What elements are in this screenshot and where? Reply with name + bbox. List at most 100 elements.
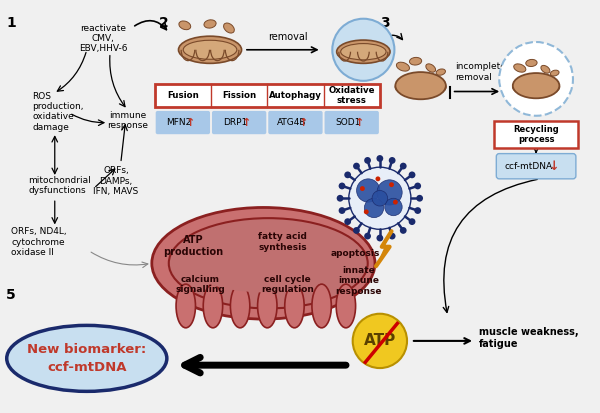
Ellipse shape: [230, 284, 250, 328]
Ellipse shape: [526, 59, 537, 66]
Text: cell cycle
regulation: cell cycle regulation: [261, 275, 314, 294]
Text: ROS
production,
oxidative
damage: ROS production, oxidative damage: [32, 92, 84, 132]
Text: Oxidative
stress: Oxidative stress: [328, 85, 375, 105]
Ellipse shape: [312, 284, 331, 328]
Text: ATP
production: ATP production: [163, 235, 224, 256]
FancyBboxPatch shape: [496, 154, 576, 179]
Ellipse shape: [203, 284, 223, 328]
Circle shape: [409, 218, 415, 225]
FancyBboxPatch shape: [325, 111, 379, 134]
Text: muscle weakness,
fatigue: muscle weakness, fatigue: [479, 327, 578, 349]
Text: immune
response: immune response: [107, 111, 148, 131]
Ellipse shape: [336, 284, 356, 328]
Circle shape: [414, 183, 421, 189]
Ellipse shape: [7, 325, 167, 392]
Ellipse shape: [285, 284, 304, 328]
Circle shape: [400, 227, 407, 234]
Circle shape: [353, 227, 360, 234]
Circle shape: [389, 182, 394, 187]
Circle shape: [344, 171, 351, 178]
Ellipse shape: [395, 72, 446, 99]
Text: ATG4B: ATG4B: [277, 118, 306, 127]
Circle shape: [332, 19, 394, 81]
Text: ↑: ↑: [299, 118, 308, 128]
Ellipse shape: [436, 69, 445, 75]
Circle shape: [353, 163, 360, 169]
Ellipse shape: [409, 57, 422, 65]
Circle shape: [372, 190, 388, 206]
Text: DRP1: DRP1: [223, 118, 247, 127]
Text: MFN2: MFN2: [166, 118, 191, 127]
Text: Fission: Fission: [222, 91, 256, 100]
Text: 5: 5: [6, 287, 16, 301]
Circle shape: [376, 235, 383, 242]
Ellipse shape: [224, 23, 235, 33]
Text: New biomarker:: New biomarker:: [27, 343, 146, 356]
Ellipse shape: [176, 284, 196, 328]
Text: 3: 3: [380, 16, 389, 30]
Ellipse shape: [514, 64, 526, 72]
Text: ORFs, ND4L,
cytochrome
oxidase II: ORFs, ND4L, cytochrome oxidase II: [11, 228, 67, 257]
Ellipse shape: [179, 21, 191, 30]
Circle shape: [356, 179, 380, 202]
Text: ↑: ↑: [242, 118, 251, 128]
Ellipse shape: [257, 284, 277, 328]
Circle shape: [385, 198, 402, 216]
Text: reactivate
CMV,
EBV,HHV-6: reactivate CMV, EBV,HHV-6: [79, 24, 128, 53]
Circle shape: [360, 186, 365, 191]
Circle shape: [376, 176, 380, 181]
Circle shape: [393, 200, 398, 204]
Text: apoptosis: apoptosis: [331, 249, 380, 258]
Circle shape: [400, 163, 407, 169]
Circle shape: [338, 183, 346, 189]
Ellipse shape: [395, 78, 446, 97]
Text: fatty acid
synthesis: fatty acid synthesis: [259, 232, 307, 252]
Ellipse shape: [426, 64, 436, 72]
Text: 1: 1: [6, 16, 16, 30]
Text: Autophagy: Autophagy: [269, 91, 322, 100]
Text: removal: removal: [268, 32, 307, 42]
Text: 4: 4: [331, 287, 341, 301]
Text: SOD1: SOD1: [335, 118, 361, 127]
FancyBboxPatch shape: [494, 121, 578, 148]
Ellipse shape: [513, 73, 559, 98]
FancyBboxPatch shape: [155, 84, 380, 107]
Polygon shape: [376, 231, 392, 266]
Text: 2: 2: [158, 16, 169, 30]
Circle shape: [353, 314, 407, 368]
Circle shape: [364, 157, 371, 164]
Ellipse shape: [541, 65, 550, 73]
Ellipse shape: [204, 20, 216, 28]
Circle shape: [414, 207, 421, 214]
Circle shape: [376, 155, 383, 162]
Text: ↑: ↑: [355, 118, 364, 128]
Circle shape: [416, 195, 423, 202]
Text: Fusion: Fusion: [167, 91, 199, 100]
Ellipse shape: [397, 62, 409, 71]
Ellipse shape: [550, 70, 559, 76]
Text: ccf-mtDNA: ccf-mtDNA: [504, 162, 553, 171]
Circle shape: [377, 180, 402, 205]
Text: ATP: ATP: [364, 333, 396, 349]
Circle shape: [349, 167, 411, 229]
Circle shape: [389, 157, 395, 164]
Circle shape: [364, 198, 384, 218]
Ellipse shape: [181, 224, 346, 292]
Ellipse shape: [183, 40, 237, 59]
Circle shape: [364, 233, 371, 240]
Circle shape: [499, 42, 573, 116]
Text: ↓: ↓: [548, 160, 559, 173]
Text: mitochondrial
dysfunctions: mitochondrial dysfunctions: [29, 176, 91, 195]
FancyBboxPatch shape: [155, 111, 210, 134]
Ellipse shape: [337, 40, 390, 63]
Circle shape: [337, 195, 343, 202]
Ellipse shape: [169, 218, 368, 309]
Ellipse shape: [178, 36, 242, 63]
Circle shape: [338, 207, 346, 214]
Circle shape: [409, 171, 415, 178]
Text: Recycling
process: Recycling process: [513, 124, 559, 144]
Ellipse shape: [513, 78, 559, 96]
Text: ORFs,
DAMPs,
IFN, MAVS: ORFs, DAMPs, IFN, MAVS: [93, 166, 139, 196]
Text: ccf-mtDNA: ccf-mtDNA: [47, 361, 127, 374]
FancyBboxPatch shape: [268, 111, 323, 134]
